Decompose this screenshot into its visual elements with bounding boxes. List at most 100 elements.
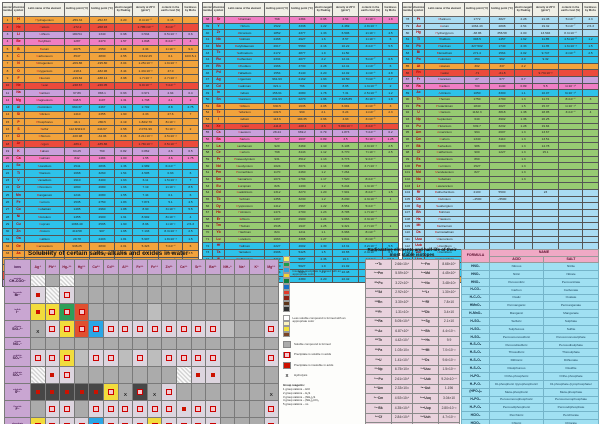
crust-content [558, 182, 583, 191]
hardness: 2.5-3 [582, 22, 599, 31]
density: 0.534 [132, 30, 159, 39]
element-row: 110 Ds Darmstadtium [402, 229, 599, 237]
element-row: 98 Cf Californium 900 1227 1.3 15.1 [402, 149, 599, 157]
element-row: 47 Ag Argentum 961.93 2162 1.93 10.50 7×10⁻⁶ 2.7 [202, 75, 399, 84]
crust-content: 2.5×10⁻⁵ [358, 89, 383, 97]
atomic-number: 10 [2, 81, 13, 90]
boiling-point: -108.1 [289, 122, 315, 131]
element-latin-name: Seaborgium [424, 202, 465, 211]
density: 8.4×10⁻⁵ [132, 15, 159, 25]
hardness [582, 142, 599, 151]
acid-formula: HClO₃ [461, 419, 490, 424]
boiling-point: 1140 [489, 82, 515, 91]
element-symbol: Sg [412, 202, 425, 211]
solubility-row: silicate SiO₃²⁻ X [4, 320, 280, 338]
element-row: 90 Th Thorium 1750 4790 1.3 11.72 8×10⁻⁴ 3 [402, 95, 599, 104]
element-row: 68 Er Erbium 1497 2900 1.24 9.066 3.3×10⁻⁴ [202, 215, 399, 224]
salt-name: Ortho-phosphate [543, 372, 599, 381]
element-row: 44 Ru Ruthenium 2334 4077 2.2 12.41 5×10⁻⁷ 6.5 [202, 55, 399, 64]
density: 6.691 [332, 102, 359, 111]
density: 1.25×10⁻³ [132, 59, 159, 69]
radioactive-section: Radioactive elements and half-life of th… [365, 247, 460, 424]
isotope: ²⁴⁴Pu [365, 374, 392, 385]
hardness: 1.75 [182, 154, 199, 163]
crust-content: 5×10⁻⁷ [558, 22, 583, 31]
solubility-cell [88, 400, 104, 418]
melting-point: 156.61 [264, 89, 290, 97]
hydrolysis-mark: X [36, 329, 40, 334]
melting-point: 1545 [264, 222, 290, 230]
element-symbol: Tl [412, 35, 425, 44]
half-life: 9.24×10⁻⁴ [438, 374, 460, 385]
anion-label: sulphide S²⁻ [4, 383, 31, 401]
density [532, 235, 559, 244]
salt-name: Nitrite [543, 262, 599, 272]
crust-content [558, 75, 583, 84]
solubility-cell [175, 383, 192, 401]
hardness [582, 175, 599, 184]
solubility-cell [219, 286, 236, 304]
insoluble-in-acid-mark [79, 389, 84, 394]
crust-content: 4.5×10⁻⁵ [558, 35, 583, 44]
soluble-in-acid-mark [209, 405, 216, 412]
hardness: 0.6 [182, 30, 199, 39]
element-row: 45 Rh Rhodium 1966 3730 2.28 12.41 1×10⁻⁷ 6 [202, 62, 399, 71]
boiling-point: 2630 [489, 142, 515, 151]
solubility-cell [30, 303, 46, 321]
solubility-cell [132, 349, 148, 367]
hardness [582, 89, 599, 97]
insoluble-in-acid-mark [181, 406, 186, 411]
boiling-point: 1947 [289, 222, 315, 230]
element-latin-name: Lawrencium [424, 182, 465, 191]
solubility-cell [102, 337, 119, 350]
soluble-in-acid-mark [49, 325, 56, 332]
soluble-in-acid-mark [151, 405, 158, 412]
boiling-point: 4877 [289, 49, 315, 57]
melting-point: -272.2 [64, 23, 90, 32]
isotope: ²³²Th [365, 335, 392, 347]
melting-point: 986 [464, 142, 490, 151]
boiling-point: 280.5 [89, 118, 115, 127]
element-row: 56 Ba Barium 727 1637 0.89 3.5 5×10⁻² 1.25 [202, 135, 399, 144]
crust-content: 1.5×10⁻² [158, 176, 183, 185]
solubility-cell [205, 400, 221, 418]
element-symbol: Sb [212, 102, 225, 111]
element-latin-name: Meitnerium [424, 222, 465, 230]
melting-point: 2617 [264, 42, 290, 51]
crust-content [558, 62, 583, 71]
crust-content: 3×10⁻⁴ [358, 42, 383, 51]
hardness [382, 215, 399, 224]
electronegativity: 1.90 [114, 110, 133, 120]
column-header: Latin name of the element [224, 2, 265, 17]
element-symbol: Eu [212, 182, 225, 191]
solubility-cell [88, 337, 104, 350]
solubility-cell [263, 286, 280, 304]
anion-label: fluoride F⁻ [4, 400, 31, 418]
melting-point: -111.8 [264, 122, 290, 131]
density [532, 75, 559, 84]
melting-point: 1340 [464, 135, 490, 144]
acid-formula: H₂C₂O₄ [461, 293, 490, 303]
isotope: ²⁶⁸Mt [412, 345, 439, 356]
solubility-cell [146, 320, 163, 338]
element-row: 50 Sn Stannum 231.93 2270 1.96 7.31/5.85 8×10⁻³… [202, 95, 399, 104]
electronegativity: 2.19 [114, 118, 133, 127]
crust-content [558, 55, 583, 64]
solubility-cell [88, 320, 104, 338]
density: 2.989 [132, 161, 159, 171]
acid-formula: HNO₄ [461, 277, 490, 287]
boiling-point: 2700 [289, 209, 315, 217]
crust-content: 5×10⁻⁷ [558, 16, 583, 24]
element-latin-name: Lithium [24, 30, 65, 39]
electronegativity: 1.55 [114, 191, 133, 200]
salt-name: Peroxonitrate [543, 277, 599, 287]
element-row: 97 Bk Berkelium 986 2630 1.3 14.78 [402, 142, 599, 151]
atomic-number: 69 [202, 222, 213, 230]
element-symbol: Pu [412, 122, 425, 131]
element-latin-name: Natrium [24, 88, 65, 98]
acid-row: H₂S₂O₅ Disulphurous Disulfite [461, 364, 599, 373]
hardness: 3.5 [182, 249, 199, 258]
element-symbol: Dy [212, 202, 225, 211]
atomic-number: 83 [402, 49, 413, 57]
